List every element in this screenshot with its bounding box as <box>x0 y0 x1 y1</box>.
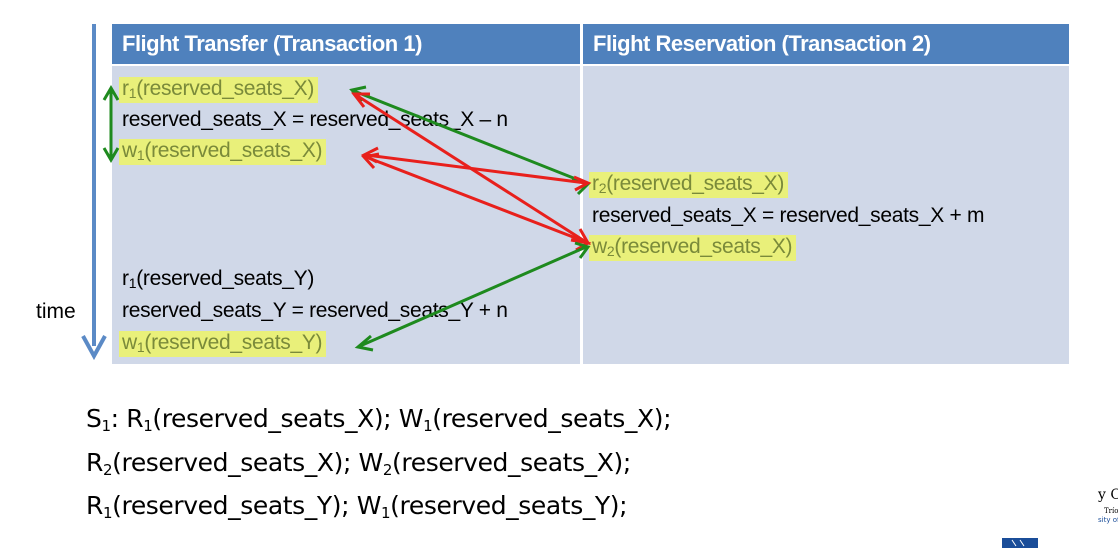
t1-write-y: w1(reserved_seats_Y) <box>119 331 327 357</box>
logo-line-2: Tríonóide, B <box>1104 507 1118 515</box>
arrow-w1x-w2x <box>361 152 592 252</box>
logo-line-1: y College <box>1098 487 1118 503</box>
arrow-w2x-w1y <box>354 241 591 352</box>
t2-update-x: reserved_seats_X = reserved_seats_X + m <box>592 204 985 227</box>
t2-write-x: w2(reserved_seats_X) <box>589 235 797 261</box>
t1-write-x: w1(reserved_seats_X) <box>119 139 327 165</box>
t1-read-y: r1(reserved_seats_Y) <box>122 267 315 291</box>
t2-column <box>583 66 1069 364</box>
time-axis-arrow <box>81 24 107 361</box>
t1-header: Flight Transfer (Transaction 1) <box>112 24 580 64</box>
t1-read-x: r1(reserved_seats_X) <box>119 77 319 103</box>
t1-column <box>112 66 580 364</box>
schedule-line-3: R1(reserved_seats_Y); W1(reserved_seats_… <box>86 491 628 522</box>
time-label: time <box>36 300 76 323</box>
t2-read-x: r2(reserved_seats_X) <box>589 172 789 198</box>
t1-update-y: reserved_seats_Y = reserved_seats_Y + n <box>122 299 508 322</box>
crest-icon <box>1002 538 1038 548</box>
t2-header: Flight Reservation (Transaction 2) <box>583 24 1069 64</box>
schedule-line-2: R2(reserved_seats_X); W2(reserved_seats_… <box>86 448 631 479</box>
schedule-line-1: S1: R1(reserved_seats_X); W1(reserved_se… <box>86 404 672 435</box>
double-arrow-r1-w1 <box>102 85 120 163</box>
logo-line-3: sity of Dubli <box>1098 516 1118 524</box>
